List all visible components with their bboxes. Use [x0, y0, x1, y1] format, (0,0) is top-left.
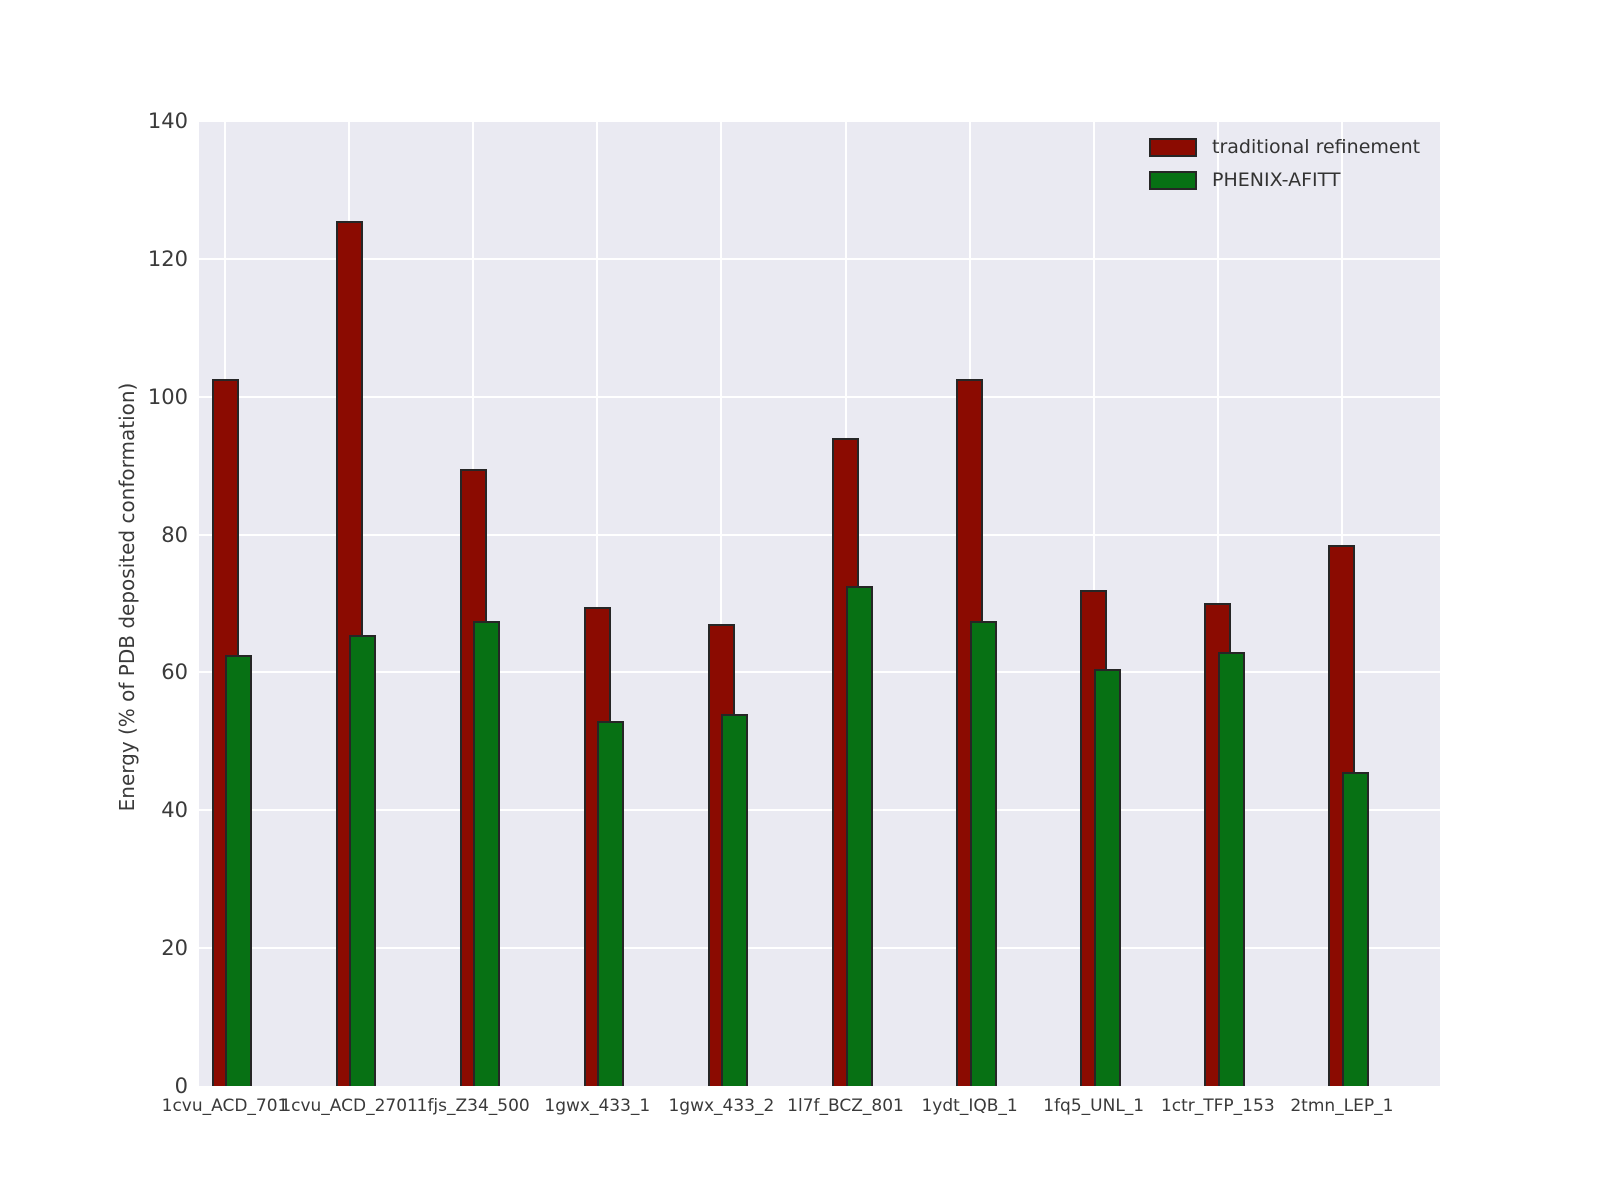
bar-phenix-afitt-1fjs_Z34_500 — [473, 621, 501, 1086]
gridline-y-120 — [199, 257, 1440, 260]
x-tick-label-1gwx_433_1: 1gwx_433_1 — [544, 1096, 651, 1116]
gridline-x-1gwx_433_1 — [596, 121, 599, 1086]
legend: traditional refinement PHENIX-AFITT — [1149, 136, 1420, 202]
bar-phenix-afitt-1ydt_IQB_1 — [969, 621, 997, 1086]
y-tick-label-120: 120 — [147, 246, 188, 271]
gridline-y-60 — [199, 671, 1440, 674]
x-tick-label-2tmn_LEP_1: 2tmn_LEP_1 — [1290, 1096, 1394, 1116]
x-tick-label-1cvu_ACD_2701: 1cvu_ACD_2701 — [280, 1096, 418, 1116]
bar-phenix-afitt-2tmn_LEP_1 — [1341, 772, 1369, 1086]
bar-phenix-afitt-1cvu_ACD_701 — [225, 655, 252, 1086]
bar-phenix-afitt-1gwx_433_2 — [721, 714, 749, 1086]
x-tick-label-1fq5_UNL_1: 1fq5_UNL_1 — [1043, 1096, 1145, 1116]
legend-item-phenix-afitt: PHENIX-AFITT — [1149, 169, 1420, 191]
bar-phenix-afitt-1ctr_TFP_153 — [1217, 652, 1245, 1086]
gridline-x-1gwx_433_2 — [720, 121, 723, 1086]
x-tick-label-1gwx_433_2: 1gwx_433_2 — [668, 1096, 775, 1116]
gridline-y-140 — [199, 120, 1440, 122]
y-tick-label-20: 20 — [161, 936, 188, 961]
x-tick-label-1fjs_Z34_500: 1fjs_Z34_500 — [416, 1096, 530, 1116]
x-tick-label-1ctr_TFP_153: 1ctr_TFP_153 — [1160, 1096, 1275, 1116]
gridline-y-100 — [199, 395, 1440, 398]
bar-phenix-afitt-1l7f_BCZ_801 — [845, 586, 873, 1086]
bar-phenix-afitt-1fq5_UNL_1 — [1093, 669, 1121, 1086]
x-tick-label-1l7f_BCZ_801: 1l7f_BCZ_801 — [787, 1096, 904, 1116]
bar-phenix-afitt-1cvu_ACD_2701 — [349, 635, 377, 1086]
legend-label-traditional-refinement: traditional refinement — [1212, 136, 1421, 158]
y-tick-label-40: 40 — [161, 798, 188, 823]
legend-swatch-traditional-refinement-icon — [1149, 137, 1197, 157]
bar-phenix-afitt-1gwx_433_1 — [597, 721, 625, 1086]
y-tick-label-100: 100 — [147, 384, 188, 409]
y-tick-label-140: 140 — [147, 109, 188, 133]
y-axis-label: Energy (% of PDB deposited conformation) — [115, 382, 139, 812]
legend-item-traditional-refinement: traditional refinement — [1149, 136, 1420, 158]
y-tick-label-0: 0 — [174, 1074, 188, 1098]
gridline-y-20 — [199, 947, 1440, 950]
y-tick-label-60: 60 — [161, 660, 188, 685]
y-tick-label-80: 80 — [161, 522, 188, 547]
legend-label-phenix-afitt: PHENIX-AFITT — [1212, 169, 1341, 191]
x-tick-label-1ydt_IQB_1: 1ydt_IQB_1 — [921, 1096, 1018, 1116]
gridline-y-40 — [199, 809, 1440, 812]
gridline-y-80 — [199, 533, 1440, 536]
plot-area — [199, 120, 1440, 1086]
x-tick-label-1cvu_ACD_701: 1cvu_ACD_701 — [161, 1096, 289, 1116]
legend-swatch-phenix-afitt-icon — [1149, 170, 1197, 190]
